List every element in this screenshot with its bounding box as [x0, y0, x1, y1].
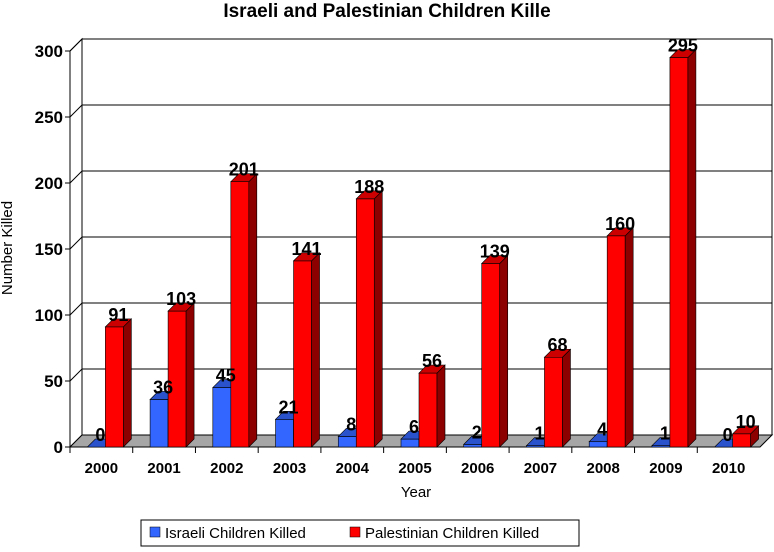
data-label: 10 — [736, 412, 756, 432]
y-tick-label: 150 — [35, 240, 63, 259]
bar-side — [248, 172, 258, 448]
data-label: 6 — [409, 417, 419, 437]
data-label: 1 — [660, 424, 670, 444]
y-tick-label: 100 — [35, 306, 63, 325]
x-tick-label: 2002 — [210, 460, 243, 477]
gridline — [69, 368, 772, 382]
data-label: 56 — [422, 351, 442, 371]
data-label: 21 — [279, 397, 299, 417]
gridline — [69, 104, 772, 118]
data-label: 68 — [547, 335, 567, 355]
bar-side — [436, 364, 446, 448]
bar — [337, 436, 357, 448]
data-label: 0 — [723, 425, 733, 445]
data-label: 295 — [668, 36, 698, 56]
data-label: 201 — [229, 160, 259, 180]
bar-side — [499, 254, 509, 448]
bar — [230, 181, 250, 448]
bar — [544, 356, 563, 448]
x-tick-label: 2005 — [398, 460, 431, 477]
data-label: 103 — [166, 289, 196, 309]
y-tick-label: 300 — [35, 42, 63, 61]
y-tick-label: 200 — [35, 174, 63, 193]
x-tick-label: 2008 — [586, 460, 619, 477]
bar — [293, 260, 312, 448]
legend-swatch-palestinian — [349, 526, 361, 538]
gridline — [69, 38, 772, 52]
bar — [212, 387, 232, 448]
x-tick-label: 2003 — [273, 460, 306, 477]
legend: Israeli Children Killed Palestinian Chil… — [140, 519, 580, 547]
bar-top — [606, 227, 634, 237]
bar — [400, 438, 420, 448]
data-label: 0 — [95, 425, 105, 445]
y-tick-label: 50 — [44, 372, 63, 391]
x-tick-label: 2007 — [524, 460, 557, 477]
bar — [669, 57, 689, 448]
data-label: 8 — [346, 414, 356, 434]
x-tick-label: 2010 — [712, 460, 745, 477]
bar-top — [481, 255, 509, 264]
bar-top — [355, 190, 383, 200]
chart-title: Israeli and Palestinian Children Kille — [223, 1, 550, 22]
gridline — [69, 236, 772, 250]
bar-top — [230, 173, 258, 182]
bar — [105, 326, 124, 448]
data-label: 188 — [354, 177, 384, 197]
bar — [275, 418, 294, 448]
y-axis-label: Number Killed — [0, 201, 16, 295]
bar-side — [562, 348, 571, 448]
bar-top — [543, 348, 572, 358]
data-label: 36 — [153, 377, 173, 397]
legend-swatch-israeli — [149, 526, 161, 538]
data-label: 139 — [480, 242, 510, 262]
data-label: 160 — [605, 214, 635, 234]
bar-top — [167, 302, 195, 312]
data-label: 91 — [108, 305, 128, 325]
y-tick-label: 250 — [35, 108, 63, 127]
x-tick-label: 2000 — [85, 460, 118, 477]
bar — [732, 433, 751, 448]
bar — [588, 441, 608, 448]
bar-top — [669, 49, 697, 58]
bar — [355, 198, 375, 448]
data-label: 2 — [472, 422, 482, 442]
bar-top — [731, 425, 760, 435]
bar — [149, 399, 169, 448]
legend-label-israeli: Israeli Children Killed — [165, 525, 306, 542]
bar-side — [373, 190, 383, 448]
bar-side — [185, 302, 195, 448]
bar — [418, 372, 438, 448]
data-label: 45 — [216, 366, 236, 386]
data-label: 1 — [534, 424, 544, 444]
bar-side — [687, 48, 697, 448]
bar-side — [311, 252, 320, 448]
bar-side — [624, 227, 634, 448]
data-label: 4 — [597, 420, 607, 440]
bar-side — [123, 318, 132, 448]
x-tick-label: 2009 — [649, 460, 682, 477]
bar — [463, 444, 483, 448]
gridline — [69, 302, 772, 316]
y-tick-label: 0 — [54, 438, 63, 457]
data-label: 141 — [292, 239, 322, 259]
bar-top — [104, 318, 133, 328]
x-tick-label: 2001 — [147, 460, 180, 477]
x-tick-label: 2004 — [336, 460, 370, 477]
x-axis-label: Year — [401, 484, 431, 501]
legend-label-palestinian: Palestinian Children Killed — [365, 525, 539, 542]
bar — [481, 263, 501, 448]
bar-top — [418, 364, 446, 374]
bar — [606, 235, 626, 448]
bar-top — [292, 252, 321, 262]
x-tick-label: 2006 — [461, 460, 494, 477]
gridline — [69, 170, 772, 184]
